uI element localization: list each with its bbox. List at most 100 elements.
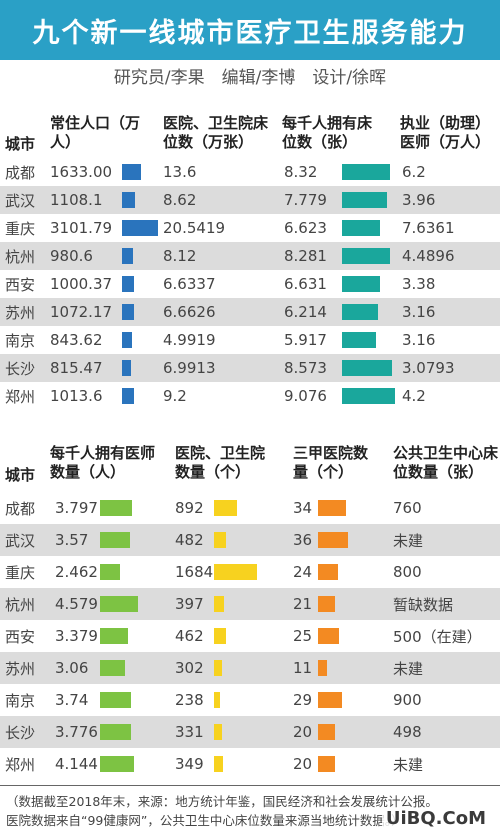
beds-value: 8.62 (163, 191, 197, 209)
city-cell: 长沙 (5, 723, 36, 742)
top-hospitals-bar (318, 628, 339, 644)
footnote-line-2: 医院数据来自“99健康网”，公共卫生中心床位数量来源当地统计数据。） (6, 813, 404, 828)
city-cell: 长沙 (5, 359, 36, 378)
population-bar (122, 192, 135, 208)
beds-value: 8.12 (163, 247, 197, 265)
beds-per-1000-bar (342, 276, 381, 292)
header-top-hospitals: 三甲医院数量（个） (293, 444, 369, 481)
population-value: 843.62 (50, 331, 103, 349)
top-hospitals-bar (318, 724, 335, 740)
hospitals-bar (214, 756, 223, 772)
table-row: 南京 843.62 4.9919 5.917 3.16 (0, 326, 500, 354)
doctors-value: 7.6361 (402, 219, 455, 237)
city-cell: 重庆 (5, 219, 36, 238)
hospitals-bar (214, 532, 227, 548)
hospitals-value: 892 (175, 499, 204, 517)
population-bar (122, 164, 141, 180)
beds-per-1000-value: 8.281 (284, 247, 327, 265)
table-row: 重庆 3101.79 20.5419 6.623 7.6361 (0, 214, 500, 242)
table-row: 武汉 3.57 482 36 未建 (0, 524, 500, 556)
doctors-per-1000-bar (100, 564, 121, 580)
header-banner: 九个新一线城市医疗卫生服务能力 (0, 0, 500, 60)
top-hospitals-value: 24 (293, 563, 313, 581)
public-health-beds-value: 760 (393, 499, 422, 517)
doctors-per-1000-value: 3.57 (55, 531, 89, 549)
table-row: 西安 3.379 462 25 500（在建） (0, 620, 500, 652)
doctors-value: 4.2 (402, 387, 426, 405)
public-health-beds-value: 未建 (393, 659, 424, 678)
table1-body: 成都 1633.00 13.6 8.32 6.2 武汉 1108.1 8.62 7.779 3.9… (0, 158, 500, 410)
city-cell: 郑州 (5, 387, 36, 406)
top-hospitals-value: 36 (293, 531, 313, 549)
table-row: 苏州 3.06 302 11 未建 (0, 652, 500, 684)
hospitals-bar (214, 564, 257, 580)
doctors-per-1000-value: 4.579 (55, 595, 98, 613)
public-health-beds-value: 500（在建） (393, 627, 482, 646)
top-hospitals-value: 25 (293, 627, 313, 645)
table-row: 南京 3.74 238 29 900 (0, 684, 500, 716)
city-cell: 苏州 (5, 303, 36, 322)
header-population: 常住人口（万人） (50, 114, 141, 151)
doctors-value: 3.16 (402, 303, 436, 321)
beds-value: 6.9913 (163, 359, 216, 377)
beds-per-1000-value: 6.623 (284, 219, 327, 237)
beds-value: 4.9919 (163, 331, 216, 349)
header-doctors: 执业（助理）医师（万人） (400, 114, 491, 151)
hospitals-bar (214, 660, 222, 676)
beds-per-1000-value: 9.076 (284, 387, 327, 405)
watermark-logo: UiBQ.CoM (381, 808, 490, 829)
hospitals-bar (214, 500, 237, 516)
population-bar (122, 276, 134, 292)
beds-per-1000-value: 8.32 (284, 163, 318, 181)
doctors-value: 3.16 (402, 331, 436, 349)
doctors-per-1000-value: 2.462 (55, 563, 98, 581)
table-row: 郑州 1013.6 9.2 9.076 4.2 (0, 382, 500, 410)
beds-value: 6.6337 (163, 275, 216, 293)
population-bar (122, 388, 134, 404)
city-cell: 杭州 (5, 247, 36, 266)
table-row: 长沙 815.47 6.9913 8.573 3.0793 (0, 354, 500, 382)
top-hospitals-bar (318, 564, 338, 580)
header-city-2: 城市 (5, 466, 36, 484)
city-cell: 南京 (5, 691, 36, 710)
city-cell: 南京 (5, 331, 36, 350)
beds-value: 9.2 (163, 387, 187, 405)
top-hospitals-value: 21 (293, 595, 313, 613)
population-bar (122, 220, 158, 236)
beds-value: 13.6 (163, 163, 197, 181)
city-cell: 杭州 (5, 595, 36, 614)
doctors-value: 4.4896 (402, 247, 455, 265)
top-hospitals-bar (318, 660, 328, 676)
top-hospitals-value: 11 (293, 659, 313, 677)
city-cell: 西安 (5, 627, 36, 646)
population-value: 1013.6 (50, 387, 103, 405)
header-beds: 医院、卫生院床位数（万张） (163, 114, 269, 151)
beds-per-1000-bar (342, 332, 377, 348)
doctors-value: 3.0793 (402, 359, 455, 377)
city-cell: 武汉 (5, 531, 36, 550)
hospitals-value: 462 (175, 627, 204, 645)
beds-per-1000-value: 5.917 (284, 331, 327, 349)
beds-per-1000-bar (342, 388, 395, 404)
table-row: 成都 1633.00 13.6 8.32 6.2 (0, 158, 500, 186)
beds-per-1000-value: 6.631 (284, 275, 327, 293)
population-value: 980.6 (50, 247, 93, 265)
table-row: 长沙 3.776 331 20 498 (0, 716, 500, 748)
table-row: 郑州 4.144 349 20 未建 (0, 748, 500, 780)
doctors-per-1000-bar (100, 596, 138, 612)
city-cell: 西安 (5, 275, 36, 294)
table-row: 杭州 980.6 8.12 8.281 4.4896 (0, 242, 500, 270)
table-row: 西安 1000.37 6.6337 6.631 3.38 (0, 270, 500, 298)
table-row: 重庆 2.462 1684 24 800 (0, 556, 500, 588)
hospitals-value: 238 (175, 691, 204, 709)
doctors-value: 3.96 (402, 191, 436, 209)
public-health-beds-value: 800 (393, 563, 422, 581)
beds-per-1000-value: 7.779 (284, 191, 327, 209)
table-row: 杭州 4.579 397 21 暂缺数据 (0, 588, 500, 620)
doctors-per-1000-bar (100, 756, 135, 772)
city-cell: 郑州 (5, 755, 36, 774)
city-cell: 苏州 (5, 659, 36, 678)
doctors-per-1000-bar (100, 628, 129, 644)
public-health-beds-value: 未建 (393, 755, 424, 774)
header-hospitals: 医院、卫生院数量（个） (175, 444, 266, 481)
